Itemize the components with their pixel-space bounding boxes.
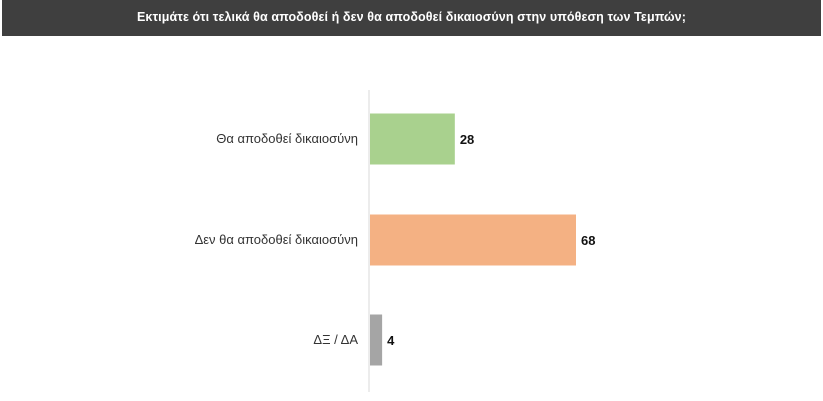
chart-title: Εκτιμάτε ότι τελικά θα αποδοθεί ή δεν θα… (2, 0, 821, 36)
category-label-1: Θα αποδοθεί δικαιοσύνη (216, 131, 358, 146)
bar-2 (370, 214, 576, 266)
value-label-2: 68 (581, 233, 595, 248)
category-label-2: Δεν θα αποδοθεί δικαιοσύνη (195, 232, 358, 247)
value-label-3: 4 (387, 333, 395, 348)
bar-1 (370, 113, 455, 165)
bar-3 (370, 314, 383, 366)
bar-group: Θα αποδοθεί δικαιοσύνη 28 Δεν θα αποδοθεί … (195, 113, 595, 366)
category-label-3: ΔΞ / ΔΑ (313, 332, 358, 347)
value-label-1: 28 (460, 132, 474, 147)
